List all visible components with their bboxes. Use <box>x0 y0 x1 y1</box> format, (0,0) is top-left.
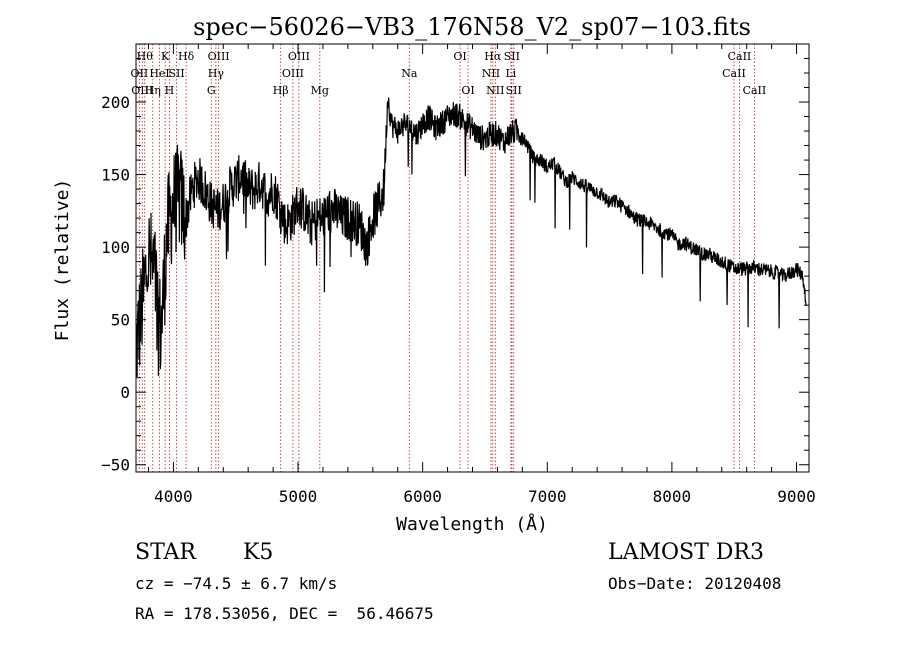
y-tick-label: 100 <box>101 238 130 257</box>
line-marker-label: Hθ <box>137 50 154 63</box>
object-subclass: K5 <box>243 540 274 565</box>
redshift-cz: cz = −74.5 ± 6.7 km/s <box>135 574 338 593</box>
x-tick-label: 4000 <box>154 487 193 506</box>
line-marker-label: SII <box>506 84 522 97</box>
line-marker-label: Hβ <box>273 84 289 97</box>
line-marker-label: SII <box>169 67 185 80</box>
x-tick-label: 5000 <box>279 487 318 506</box>
line-marker-label: NII <box>486 84 504 97</box>
line-marker-label: OI <box>453 50 466 63</box>
line-marker-label: Hγ <box>208 67 225 80</box>
y-tick-label: 200 <box>101 93 130 112</box>
y-tick-label: 150 <box>101 166 130 185</box>
line-markers <box>138 44 755 472</box>
y-axis: −50 0 50 100 150 200 <box>101 58 809 475</box>
x-tick-label: 9000 <box>777 487 816 506</box>
line-marker-label: OIII <box>282 67 304 80</box>
x-axis: 4000 5000 6000 7000 8000 9000 <box>147 44 816 506</box>
spectrum-line <box>135 97 807 377</box>
line-marker-label: Mg <box>311 84 329 97</box>
line-marker-label: G <box>207 84 216 97</box>
line-marker-label: K <box>161 50 170 63</box>
line-marker-label: OI <box>461 84 474 97</box>
line-marker-labels: OIIOIIIHθHηHeIKHSIIHδGHγOIIIHβOIIIOIIIMg… <box>131 50 767 97</box>
survey-name: LAMOST DR3 <box>608 540 764 565</box>
line-marker-label: OIII <box>208 50 230 63</box>
y-tick-label: −50 <box>101 456 130 475</box>
line-marker-label: CaII <box>722 67 746 80</box>
x-tick-label: 8000 <box>653 487 692 506</box>
x-axis-label: Wavelength (Å) <box>396 513 548 535</box>
observation-date: Obs−Date: 20120408 <box>608 574 782 593</box>
line-marker-label: NII <box>482 67 500 80</box>
x-tick-label: 6000 <box>403 487 442 506</box>
x-tick-label: 7000 <box>528 487 567 506</box>
line-marker-label: Hα <box>484 50 502 63</box>
line-marker-label: Na <box>401 67 418 80</box>
line-marker-label: CaII <box>728 50 752 63</box>
line-marker-label: Hη <box>145 84 161 97</box>
y-tick-label: 0 <box>120 383 130 402</box>
line-marker-label: OIII <box>288 50 310 63</box>
object-class: STAR <box>135 540 196 565</box>
line-marker-label: CaII <box>743 84 767 97</box>
line-marker-label: H <box>165 84 175 97</box>
y-axis-label: Flux (relative) <box>52 179 73 342</box>
ra-dec: RA = 178.53056, DEC = 56.46675 <box>135 604 434 623</box>
line-marker-label: Li <box>505 67 516 80</box>
chart-title: spec−56026−VB3_176N58_V2_sp07−103.fits <box>193 13 751 41</box>
line-marker-label: HeI <box>149 67 169 80</box>
y-tick-label: 50 <box>111 311 130 330</box>
line-marker-label: SII <box>504 50 520 63</box>
line-marker-label: Hδ <box>178 50 195 63</box>
